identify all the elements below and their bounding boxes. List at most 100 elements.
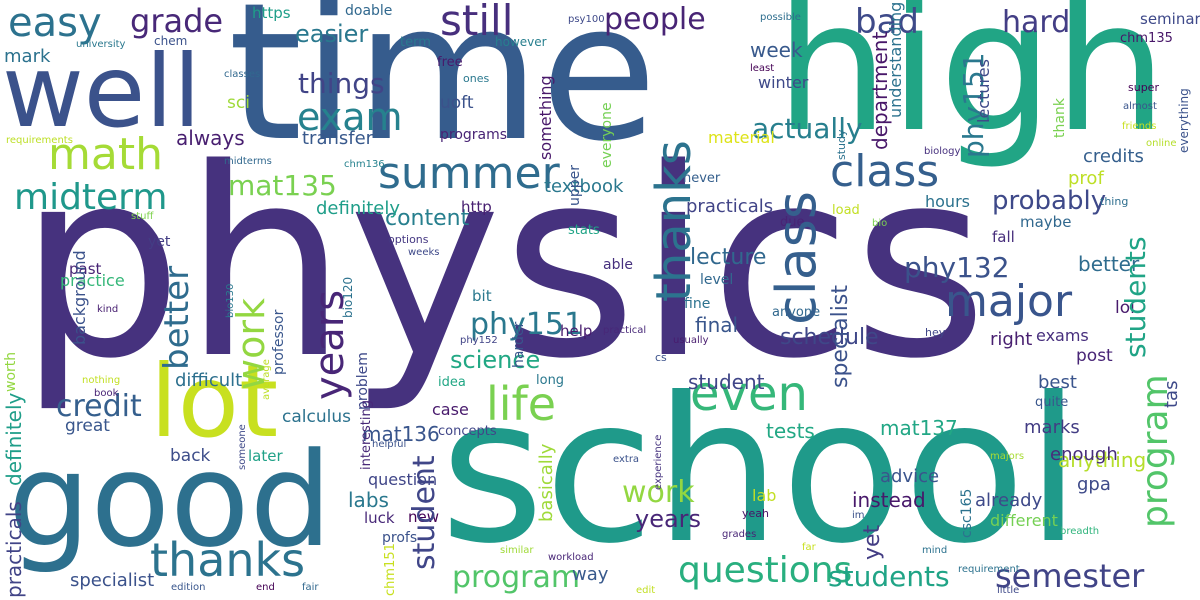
word-everything: csc165 bbox=[959, 488, 975, 538]
word-class: class bbox=[765, 190, 828, 325]
word-kind: chm136 bbox=[344, 159, 385, 170]
word-luck: lol bbox=[1115, 298, 1135, 318]
word-mat137: phy132 bbox=[904, 251, 1010, 284]
word-http: help bbox=[560, 322, 593, 340]
word-least: doable bbox=[345, 3, 393, 19]
word-grad: grades bbox=[722, 529, 757, 540]
word-mark: schedule bbox=[780, 325, 879, 350]
word-especially: fair bbox=[302, 582, 319, 593]
word-programs: long bbox=[536, 373, 565, 388]
word-chemistry: worth bbox=[3, 351, 19, 392]
word-book: biology bbox=[924, 146, 961, 157]
word-best: work bbox=[622, 475, 695, 510]
word-classes: https bbox=[252, 4, 291, 22]
word-full: workload bbox=[548, 552, 594, 563]
word-extra: bio bbox=[872, 218, 888, 229]
word-barely: similar bbox=[500, 545, 534, 556]
word-student: student bbox=[407, 455, 442, 570]
word-breadth: hey bbox=[925, 326, 946, 339]
word-case: exams bbox=[1036, 326, 1089, 345]
word-idea: fine bbox=[684, 296, 711, 312]
word-harder: harder bbox=[511, 321, 527, 368]
word-yeah: kind bbox=[97, 304, 119, 315]
word-fair: practical bbox=[603, 325, 647, 336]
word-thank: tas bbox=[1161, 380, 1182, 408]
word-able: instead bbox=[852, 488, 926, 512]
word-problem: basically bbox=[536, 443, 557, 522]
word-advice: credits bbox=[1083, 146, 1144, 167]
word-psy100: never bbox=[683, 171, 721, 186]
word-money: requirement bbox=[958, 564, 1020, 575]
word-nothing: stuff bbox=[131, 211, 154, 222]
word-transfer: difficult bbox=[175, 370, 243, 391]
word-long: able bbox=[603, 257, 633, 273]
word-question: way bbox=[572, 564, 609, 585]
word-super: classes bbox=[224, 69, 261, 80]
word-easier: easier bbox=[295, 20, 369, 48]
word-easy: easy bbox=[8, 0, 102, 46]
word-terms: edit bbox=[636, 585, 656, 596]
word-load: possible bbox=[760, 12, 801, 23]
word-hey: super bbox=[1128, 81, 1159, 94]
word-lab: sci bbox=[227, 93, 250, 113]
word-almost: least bbox=[750, 63, 775, 74]
word-school: school bbox=[440, 355, 1082, 588]
word-background: professor bbox=[271, 309, 287, 375]
word-maybe: enough bbox=[1050, 444, 1118, 465]
word-lol: material bbox=[708, 128, 775, 147]
word-workload: nothing bbox=[82, 375, 121, 386]
word-thing: programs bbox=[440, 127, 508, 143]
word-later: maybe bbox=[1020, 213, 1072, 231]
word-possible: stats bbox=[568, 223, 600, 238]
word-questions: even bbox=[690, 366, 808, 422]
word-less: end bbox=[256, 582, 275, 593]
word-mat135: questions bbox=[678, 550, 853, 591]
word-edit: phy152 bbox=[460, 335, 498, 346]
word-past: lab bbox=[752, 486, 777, 505]
word-different: mark bbox=[4, 46, 51, 67]
word-knowledge: edition bbox=[171, 582, 206, 593]
word-great: final bbox=[695, 313, 739, 337]
word-someone: everyone bbox=[599, 102, 615, 168]
word-university: http bbox=[461, 198, 492, 216]
word-winter: content bbox=[385, 206, 470, 231]
word-usually: load bbox=[832, 203, 860, 218]
word-life: major bbox=[945, 276, 1073, 327]
word-never: past bbox=[69, 260, 102, 278]
word-enough: hours bbox=[925, 192, 970, 211]
word-seminar: quite bbox=[1035, 395, 1069, 410]
word-hard: hard bbox=[1002, 5, 1071, 40]
word-gpa: prof bbox=[1068, 168, 1104, 189]
word-understanding: everything bbox=[1177, 88, 1191, 153]
word-grade: grade bbox=[130, 2, 224, 40]
word-students: students bbox=[1119, 236, 1152, 358]
word-degree: mind bbox=[922, 545, 948, 556]
word-options: chm135 bbox=[1120, 31, 1173, 46]
word-grades: friends bbox=[1122, 121, 1157, 132]
word-tests: phy151 bbox=[470, 307, 584, 342]
word-professor: interesting bbox=[359, 400, 374, 470]
word-chm136: however bbox=[495, 35, 547, 49]
word-bad: bad bbox=[855, 2, 919, 42]
word-credits: question bbox=[368, 470, 438, 489]
word-way: actually bbox=[752, 112, 863, 145]
word-everyone: lectures bbox=[974, 59, 993, 123]
word-term: profs bbox=[382, 530, 418, 546]
word-phy152: weeks bbox=[408, 247, 440, 258]
word-yet: different bbox=[990, 511, 1058, 530]
word-major: class bbox=[830, 146, 940, 197]
word-anyone: practice bbox=[60, 271, 125, 290]
word-weeks: psy100 bbox=[568, 14, 605, 25]
word-however: later bbox=[248, 447, 283, 465]
word-bio120: chm151 bbox=[383, 543, 398, 596]
word-quite: level bbox=[700, 272, 734, 288]
word-little: cs bbox=[655, 351, 667, 364]
word-high: high bbox=[775, 0, 1168, 172]
word-lot: lot bbox=[150, 343, 279, 460]
word-concepts: bit bbox=[472, 287, 492, 305]
word-better: better bbox=[157, 265, 197, 370]
word-exam: exam bbox=[297, 95, 403, 139]
word-problems: breadth bbox=[1060, 526, 1100, 537]
word-interested: little bbox=[997, 585, 1020, 596]
